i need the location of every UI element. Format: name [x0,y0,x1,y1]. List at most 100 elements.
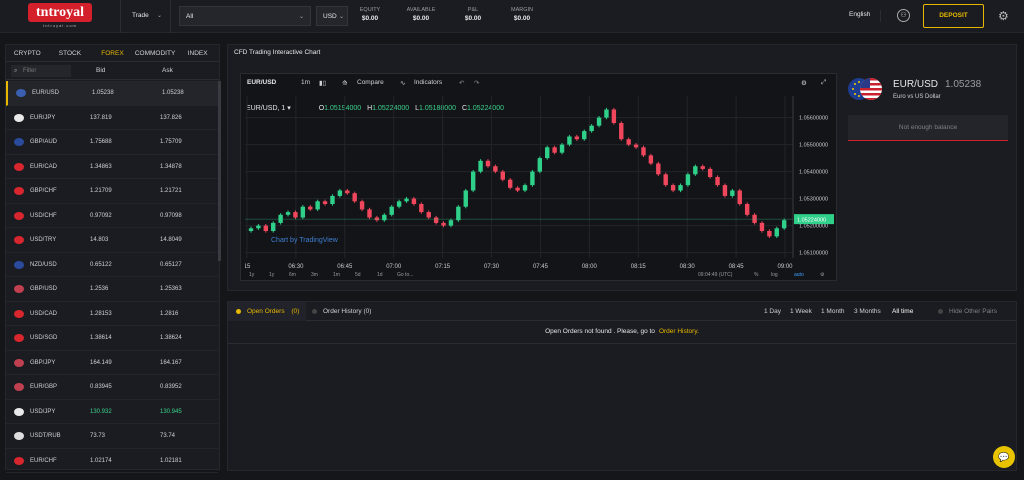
tab-commodity[interactable]: COMMODITY [134,50,176,57]
scrollbar[interactable] [218,81,221,261]
indicators-icon[interactable]: ∿ [400,80,406,87]
pair-symbol: GBP/JPY [30,359,56,366]
candle-body [537,158,543,172]
trade-menu[interactable]: Trade ⌄ [132,6,168,26]
tab-open-orders[interactable]: Open Orders (0) [228,302,306,321]
deposit-button[interactable]: DEPOSIT [923,4,984,28]
tab-forex[interactable]: FOREX [101,50,124,57]
empty-state: Open Orders not found . Please, go to Ord… [228,328,1016,335]
market-row[interactable]: USD/CHF 0.97092 0.97098 [6,204,218,228]
bid-price: 0.65122 [90,261,112,268]
undo-icon[interactable]: ↶ [459,80,465,87]
candle-style-icon[interactable]: ▮▯ [319,80,327,87]
currency-select[interactable]: USD ⌄ [316,6,348,26]
pair-flag-icon [14,407,24,416]
gear-icon[interactable]: ⚙ [998,9,1009,23]
divider [170,0,171,33]
interval-button[interactable]: 1m [301,79,311,86]
range-1m[interactable]: 1m [333,272,340,278]
y-tick-label: 1.05500000 [799,143,828,149]
range-1-day[interactable]: 1 Day [764,308,781,315]
market-row[interactable]: USD/TRY 14.803 14.8049 [6,228,218,253]
chart-settings-icon[interactable]: ⚙ [820,272,825,278]
range-5d[interactable]: 5d [355,272,361,278]
market-row[interactable]: USD/JPY 130.932 130.945 [6,400,218,424]
chevron-down-icon: ⌄ [298,14,304,20]
account-select[interactable]: All ⌄ [179,6,311,26]
candle-body [396,201,402,207]
candle-body [478,160,483,172]
redo-icon[interactable]: ↷ [474,80,480,87]
x-tick-label: 06:30 [288,264,304,270]
order-history-link[interactable]: Order History. [658,328,699,335]
chart-widget[interactable]: EUR/USD 1m ▮▯ ⟰ Compare ∿ Indicators ↶ ↷… [240,73,837,281]
filter-input[interactable]: ⌕ Filter [11,65,71,77]
range-6m[interactable]: 6m [289,272,296,278]
tab-stock[interactable]: STOCK [58,50,82,57]
market-row[interactable]: GBP/USD 1.2536 1.25363 [6,277,218,302]
symbol-search[interactable]: EUR/USD [247,79,277,86]
percent-toggle[interactable]: % [754,272,759,278]
bid-header: Bid [96,67,106,74]
logo[interactable]: tntroyal tntroyal.com [28,3,92,29]
compare-button[interactable]: Compare [357,79,384,86]
candle-body [759,222,765,231]
range-3-months[interactable]: 3 Months [854,308,881,315]
market-row[interactable]: USD/CAD 1.28153 1.2816 [6,302,218,326]
range-1y-b[interactable]: 1y [269,272,275,278]
category-tabs: CRYPTO STOCK FOREX COMMODITY INDEX [6,45,219,62]
candle-body [382,214,387,221]
tab-order-history[interactable]: Order History (0) [312,302,392,321]
market-row[interactable]: GBP/CHF 1.21709 1.21721 [6,179,218,204]
market-row[interactable]: EUR/JPY 137.819 137.826 [6,106,218,130]
settings-icon[interactable]: ⚙ [801,80,807,87]
pair-flag-icon [14,236,24,244]
candle-body [781,220,787,229]
pair-flag-icon [14,162,24,171]
chat-icon[interactable]: 💬 [993,446,1015,468]
pair-symbol: EUR/CHF [30,457,57,464]
tab-index[interactable]: INDEX [187,50,208,57]
candle-body [493,166,498,172]
market-row[interactable]: USDT/RUB 73.73 73.74 [6,424,218,449]
compare-icon[interactable]: ⟰ [342,80,348,87]
range-1y[interactable]: 1y [249,272,255,278]
candle-body [730,190,735,196]
market-row[interactable]: EUR/CAD 1.34863 1.34878 [6,155,218,179]
y-tick-label: 1.05400000 [799,170,828,176]
candle-body [426,212,431,218]
candle-body [322,201,328,204]
market-row[interactable]: EUR/GBP 0.83945 0.83952 [6,375,218,400]
tab-crypto[interactable]: CRYPTO [13,50,41,57]
market-row[interactable]: USD/SGD 1.38614 1.38624 [6,326,218,351]
candle-body [596,117,602,126]
log-toggle[interactable]: log [771,272,778,278]
market-row[interactable]: EUR/USD 1.05238 1.05238 [6,81,218,106]
market-row[interactable]: GBP/JPY 164.149 164.167 [6,351,218,375]
ask-price: 130.945 [160,408,182,415]
market-row[interactable]: NZD/USD 0.65122 0.65127 [6,253,218,277]
x-tick-label: 15 [245,264,251,270]
range-3m[interactable]: 3m [311,272,318,278]
auto-toggle[interactable]: auto [794,272,804,278]
candle-body [463,190,468,207]
candle-body [693,166,698,175]
stat-value: $0.00 [412,15,430,22]
indicators-button[interactable]: Indicators [414,79,443,86]
y-tick-label: 1.05300000 [799,197,828,203]
pair-symbol: GBP/USD [30,286,58,292]
market-row[interactable]: EUR/CHF 1.02174 1.02181 [6,449,218,473]
language-selector[interactable]: English [849,11,871,18]
user-icon[interactable]: ⚇ [897,9,910,22]
fullscreen-icon[interactable]: ⤢ [821,79,827,86]
goto-date[interactable]: Go to... [397,272,414,278]
market-row[interactable]: GBP/AUD 1.75688 1.75709 [6,130,218,155]
hide-other-pairs-toggle[interactable]: Hide Other Pairs [938,308,997,315]
last-price-label: 1.05224000 [797,218,826,224]
range-1-week[interactable]: 1 Week [790,308,812,315]
range-all-time[interactable]: All time [892,308,914,315]
candle-body [530,171,535,186]
range-1-month[interactable]: 1 Month [821,308,845,315]
candlestick-chart[interactable]: 15 06:30 06:45 07:00 07:15 07:30 07:45 08:00 08:… [245,96,835,272]
range-1d[interactable]: 1d [377,272,383,278]
